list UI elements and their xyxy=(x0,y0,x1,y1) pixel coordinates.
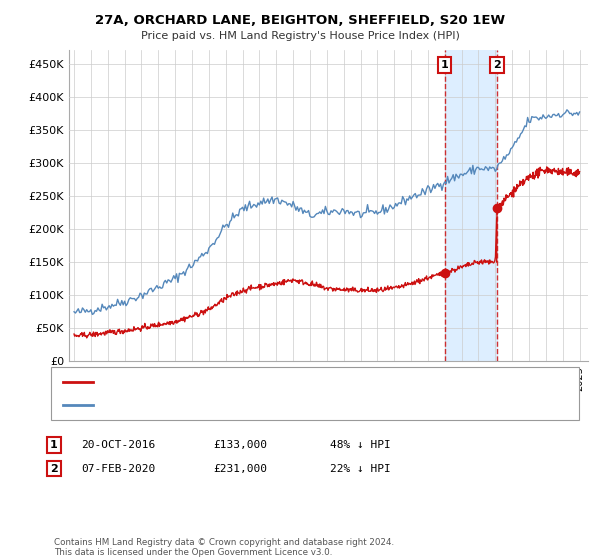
Text: Contains HM Land Registry data © Crown copyright and database right 2024.
This d: Contains HM Land Registry data © Crown c… xyxy=(54,538,394,557)
Text: £133,000: £133,000 xyxy=(213,440,267,450)
Text: 22% ↓ HPI: 22% ↓ HPI xyxy=(330,464,391,474)
Text: £231,000: £231,000 xyxy=(213,464,267,474)
Text: HPI: Average price, detached house, Sheffield: HPI: Average price, detached house, Shef… xyxy=(99,400,338,410)
Text: 07-FEB-2020: 07-FEB-2020 xyxy=(81,464,155,474)
Text: 48% ↓ HPI: 48% ↓ HPI xyxy=(330,440,391,450)
Text: 2: 2 xyxy=(50,464,58,474)
Text: 27A, ORCHARD LANE, BEIGHTON, SHEFFIELD, S20 1EW (detached house): 27A, ORCHARD LANE, BEIGHTON, SHEFFIELD, … xyxy=(99,376,481,386)
Bar xyxy=(445,50,497,361)
Text: 1: 1 xyxy=(50,440,58,450)
Text: 1: 1 xyxy=(441,60,449,70)
Text: 27A, ORCHARD LANE, BEIGHTON, SHEFFIELD, S20 1EW: 27A, ORCHARD LANE, BEIGHTON, SHEFFIELD, … xyxy=(95,14,505,27)
Text: Price paid vs. HM Land Registry's House Price Index (HPI): Price paid vs. HM Land Registry's House … xyxy=(140,31,460,41)
Text: 2: 2 xyxy=(493,60,501,70)
Text: 20-OCT-2016: 20-OCT-2016 xyxy=(81,440,155,450)
